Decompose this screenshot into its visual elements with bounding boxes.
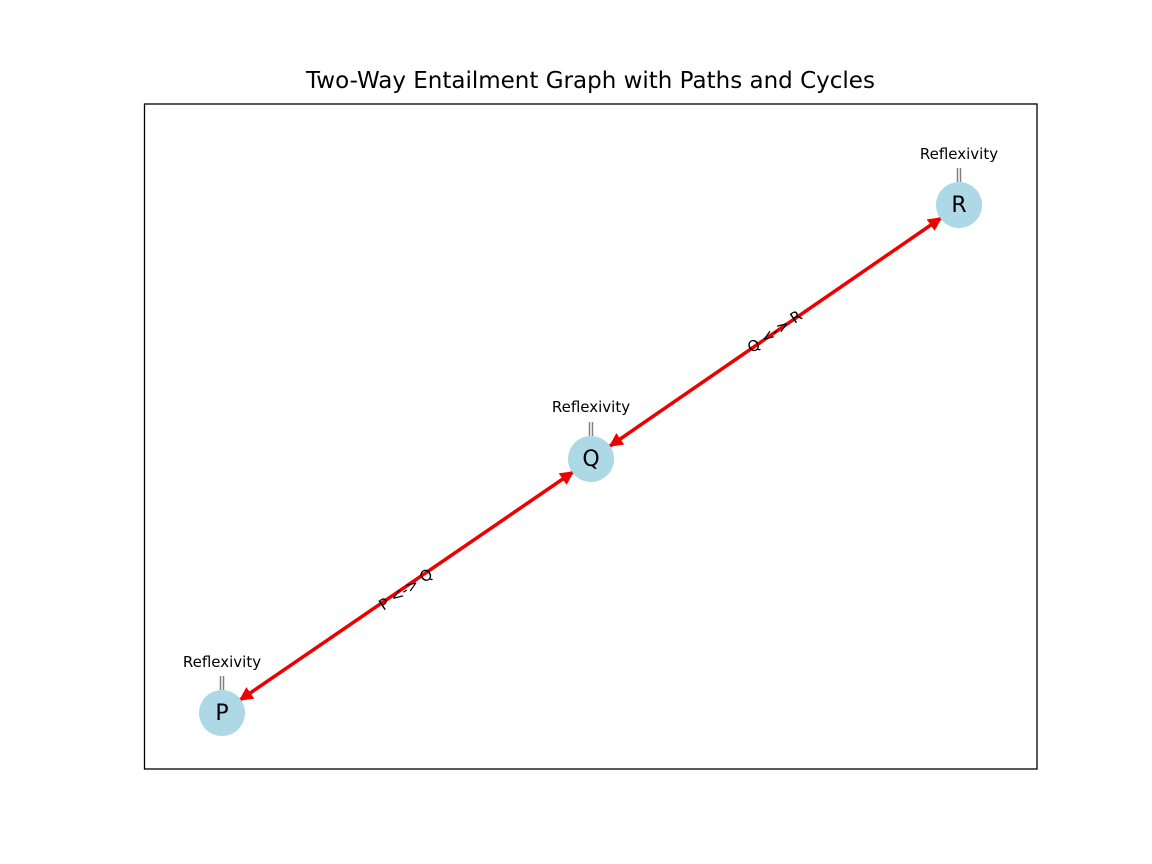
loop-label-p: Reflexivity xyxy=(183,653,261,671)
self-loop-p[interactable] xyxy=(219,676,225,690)
self-loop-r[interactable] xyxy=(956,168,962,182)
diagram-title: Two-Way Entailment Graph with Paths and … xyxy=(306,68,875,94)
plot-frame xyxy=(143,103,1038,770)
edge-q-r-line[interactable] xyxy=(608,216,943,448)
edge-p-q[interactable]: P <-> Q xyxy=(238,470,575,702)
node-r-circle[interactable] xyxy=(936,182,982,228)
node-p-label: P xyxy=(215,701,228,726)
node-r-label: R xyxy=(951,193,966,218)
edge-q-r-label: Q <-> R xyxy=(744,307,806,357)
node-q[interactable]: Q xyxy=(568,436,614,482)
node-p[interactable]: P xyxy=(199,690,245,736)
node-q-circle[interactable] xyxy=(568,436,614,482)
self-loop-q[interactable] xyxy=(588,422,594,436)
node-r[interactable]: R xyxy=(936,182,982,228)
edge-p-q-line[interactable] xyxy=(238,470,575,702)
loop-label-r: Reflexivity xyxy=(920,145,998,163)
edge-q-r[interactable]: Q <-> R xyxy=(608,216,943,448)
node-q-label: Q xyxy=(582,447,599,472)
edge-p-q-label: P <-> Q xyxy=(375,565,435,614)
loop-label-q: Reflexivity xyxy=(552,398,630,416)
node-p-circle[interactable] xyxy=(199,690,245,736)
